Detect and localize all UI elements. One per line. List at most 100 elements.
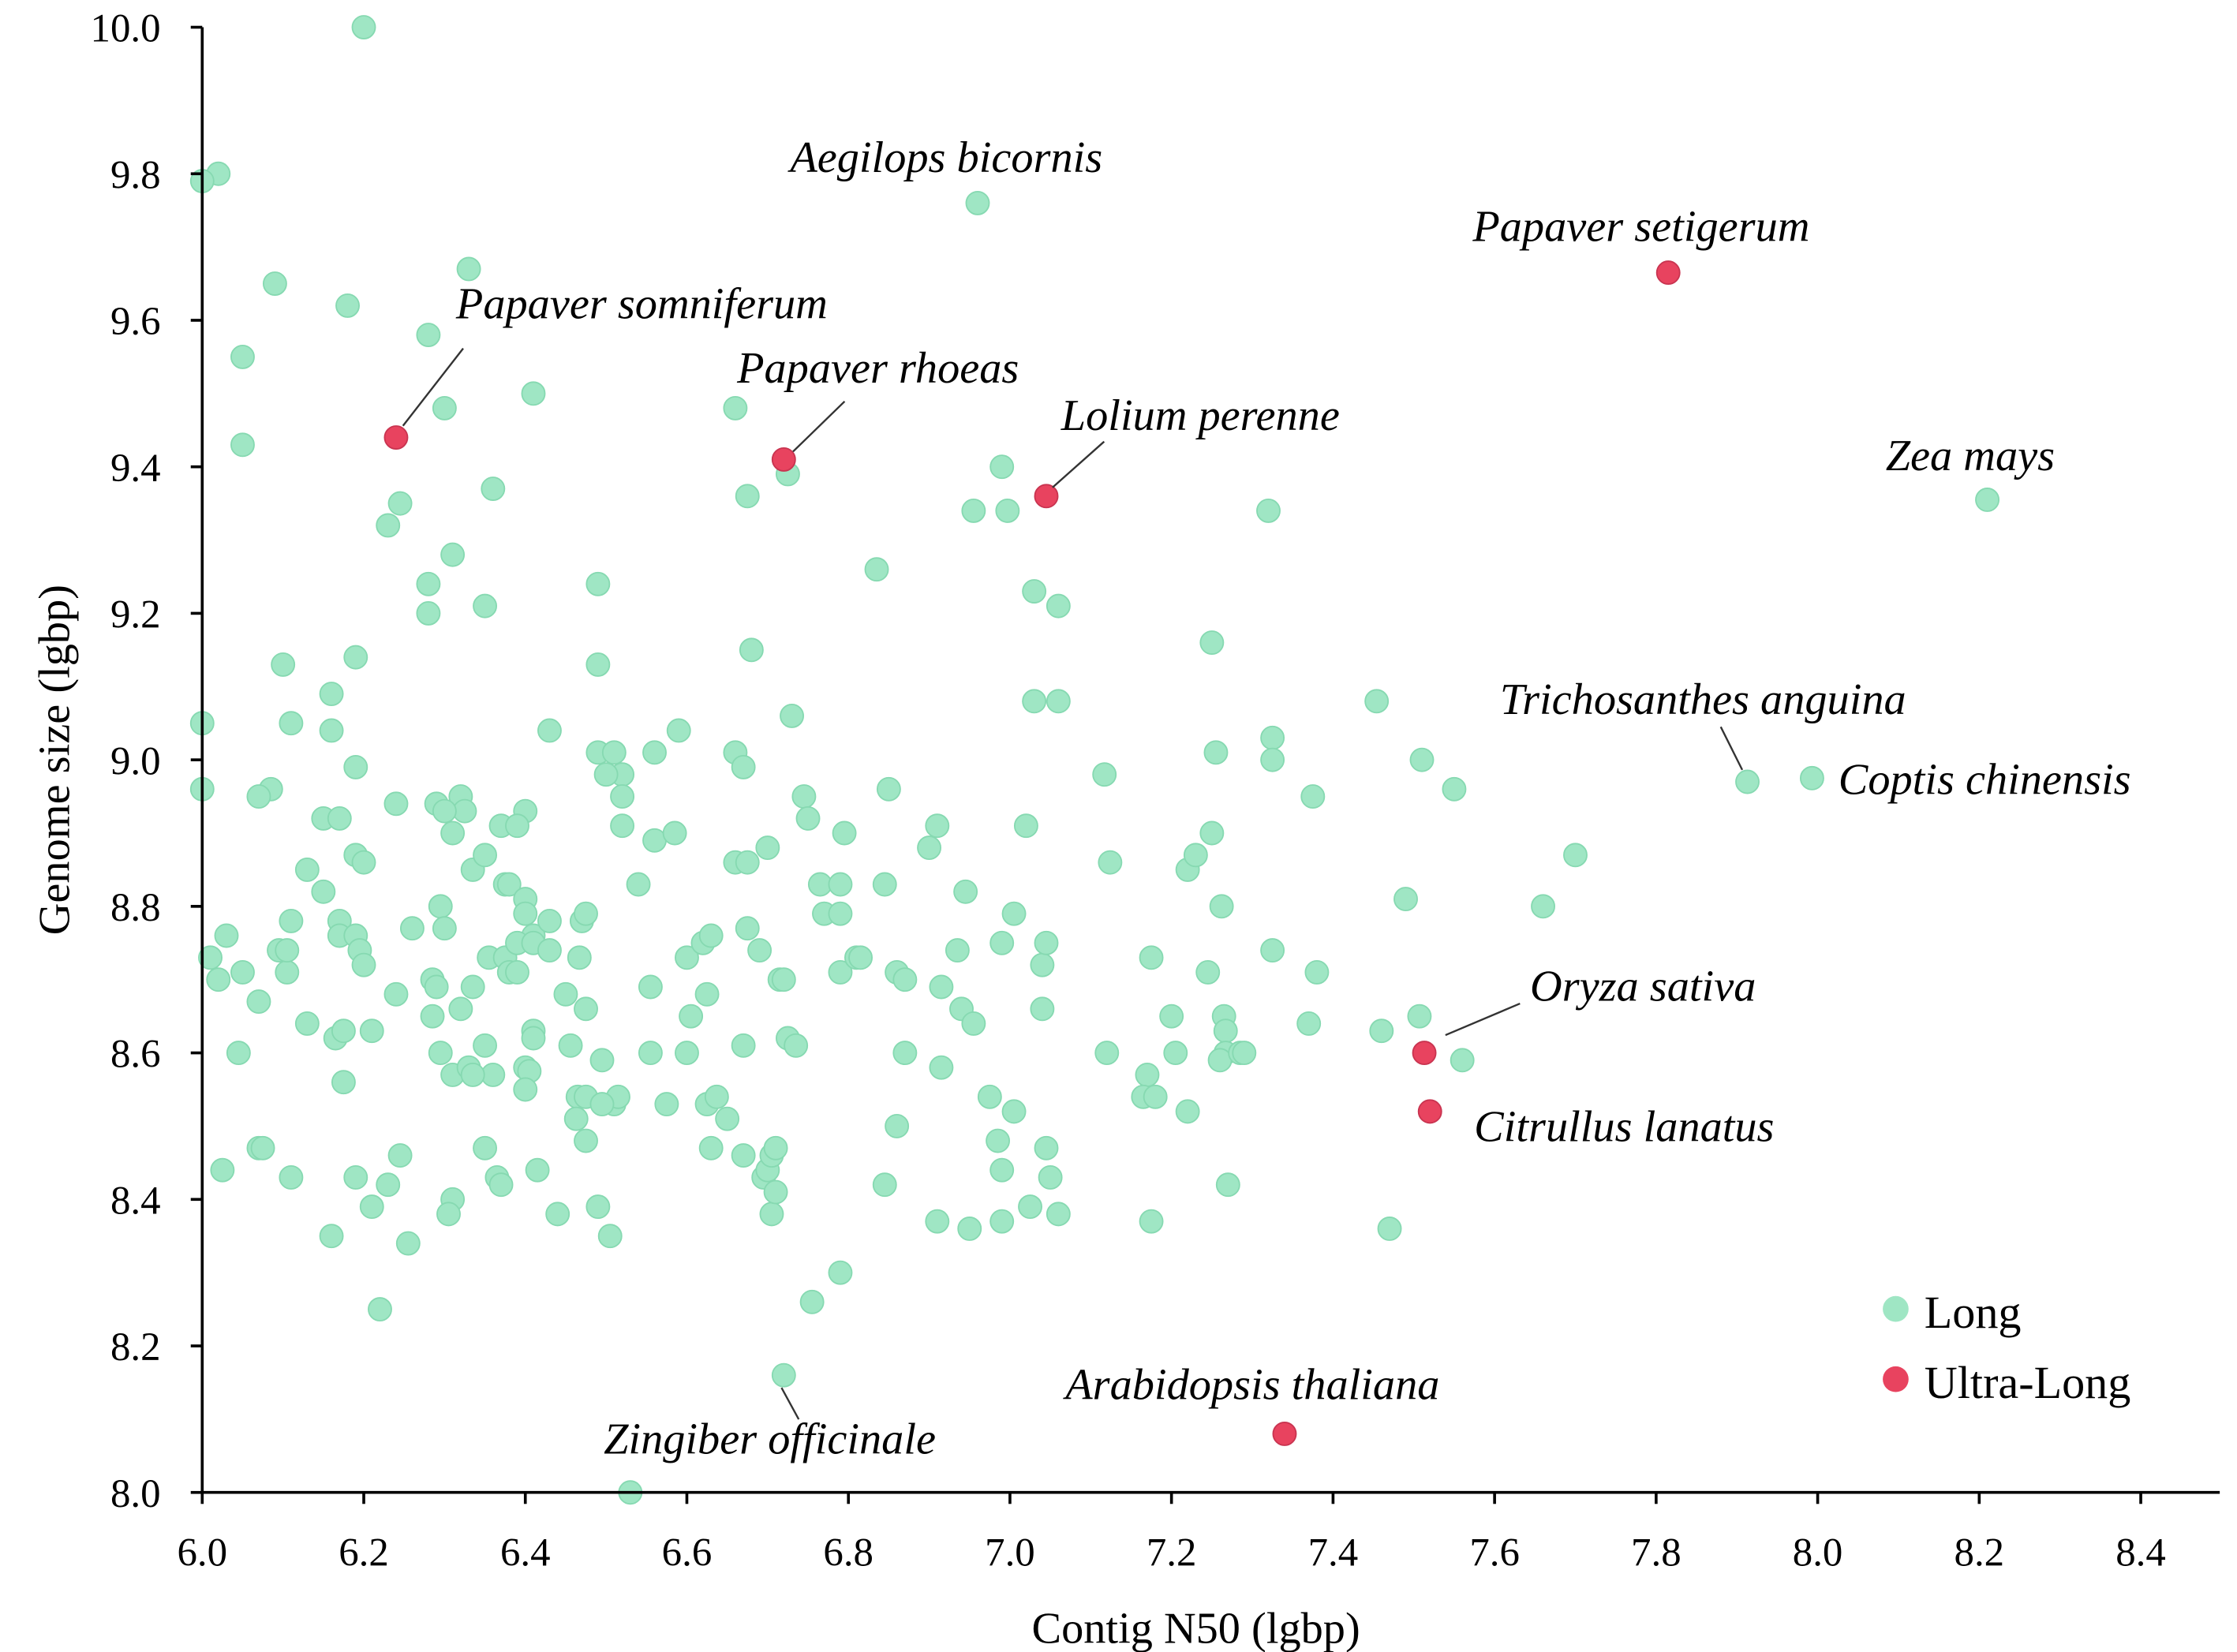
point-long [574, 901, 598, 926]
point-long [226, 1041, 251, 1066]
point-long [642, 740, 667, 765]
point-long [638, 1041, 663, 1066]
point-long [1369, 1018, 1394, 1044]
data-points [189, 15, 1999, 1505]
point-long [496, 872, 522, 897]
point-long [848, 945, 873, 970]
point-long [432, 395, 457, 420]
point-long [675, 945, 699, 970]
point-long [473, 843, 498, 868]
point-long [589, 1092, 615, 1117]
point-long [784, 1033, 809, 1058]
point-long [1203, 740, 1229, 765]
point-long [416, 571, 441, 596]
point-long [1260, 938, 1285, 963]
y-tick-label: 9.0 [110, 739, 161, 783]
y-tick-label: 9.4 [110, 447, 161, 491]
point-long [1364, 689, 1390, 714]
point-long [585, 571, 611, 596]
point-long [989, 930, 1015, 955]
y-tick-label: 8.6 [110, 1033, 161, 1077]
point-ultra-long [1034, 484, 1059, 509]
point-long [704, 1084, 729, 1109]
annotation-label: Papaver somniferum [455, 279, 828, 328]
point-long [989, 1157, 1015, 1183]
legend-marker-ultra-long [1883, 1366, 1909, 1392]
point-long [1030, 996, 1055, 1022]
point-long [763, 1135, 788, 1161]
point-long [679, 1004, 704, 1029]
point-long [638, 974, 663, 1000]
point-long [597, 1224, 623, 1249]
point-long [989, 454, 1015, 480]
point-long [795, 805, 821, 831]
point-long [1195, 959, 1221, 985]
point-long [1563, 843, 1588, 868]
point-long [1531, 894, 1555, 919]
point-long [359, 1018, 384, 1044]
point-long [1304, 959, 1330, 985]
point-long [420, 1004, 445, 1029]
point-long [1975, 488, 1999, 512]
point-long [735, 850, 760, 875]
point-long [666, 718, 691, 743]
point-long [448, 996, 473, 1022]
point-long [791, 784, 817, 809]
legend-label-long: Long [1925, 1287, 2022, 1338]
point-long [654, 1092, 679, 1117]
point-long [250, 1135, 275, 1161]
point-long [563, 1106, 589, 1131]
y-axis-label: Genome size (lgbp) [30, 585, 79, 935]
point-long [351, 15, 376, 39]
point-long [1409, 747, 1435, 772]
point-long [593, 762, 619, 787]
point-long [206, 967, 231, 992]
point-long [876, 776, 901, 802]
point-long [416, 600, 441, 626]
point-ultra-long [1272, 1422, 1297, 1446]
point-long [601, 740, 627, 765]
point-ultra-long [1417, 1099, 1442, 1124]
point-long [731, 1143, 756, 1168]
x-tick-label: 8.2 [1955, 1531, 2005, 1575]
point-long [995, 498, 1020, 523]
point-long [828, 1260, 853, 1285]
point-long [574, 1128, 598, 1153]
point-long [1232, 1041, 1257, 1066]
point-ultra-long [383, 425, 409, 450]
point-long [780, 703, 804, 728]
point-long [521, 381, 546, 406]
point-long [763, 1179, 788, 1205]
point-long [311, 879, 336, 904]
point-long [440, 542, 466, 567]
annotation-label: Papaver setigerum [1472, 202, 1809, 251]
point-long [799, 1289, 825, 1314]
point-long [399, 916, 425, 941]
point-long [230, 344, 255, 369]
annotation-label: Zingiber officinale [604, 1415, 936, 1464]
x-tick-label: 7.0 [985, 1531, 1035, 1575]
point-long [626, 872, 651, 897]
point-long [319, 718, 344, 743]
point-long [440, 820, 466, 846]
y-tick-label: 8.8 [110, 886, 161, 930]
point-long [771, 967, 796, 992]
point-long [246, 989, 271, 1015]
annotation-leader-line [780, 1387, 800, 1420]
point-long [436, 1202, 461, 1227]
point-ultra-long [1655, 260, 1681, 286]
y-tick-label: 9.8 [110, 153, 161, 197]
legend-marker-long [1883, 1295, 1909, 1322]
point-long [1046, 1202, 1071, 1227]
point-long [1377, 1216, 1402, 1241]
point-long [1199, 820, 1225, 846]
point-long [892, 967, 918, 992]
point-long [537, 908, 562, 933]
point-long [735, 484, 760, 509]
point-long [698, 1135, 724, 1161]
y-tick-label: 9.6 [110, 300, 161, 344]
point-long [828, 872, 853, 897]
point-long [513, 901, 538, 926]
point-long [735, 916, 760, 941]
point-long [481, 477, 506, 501]
